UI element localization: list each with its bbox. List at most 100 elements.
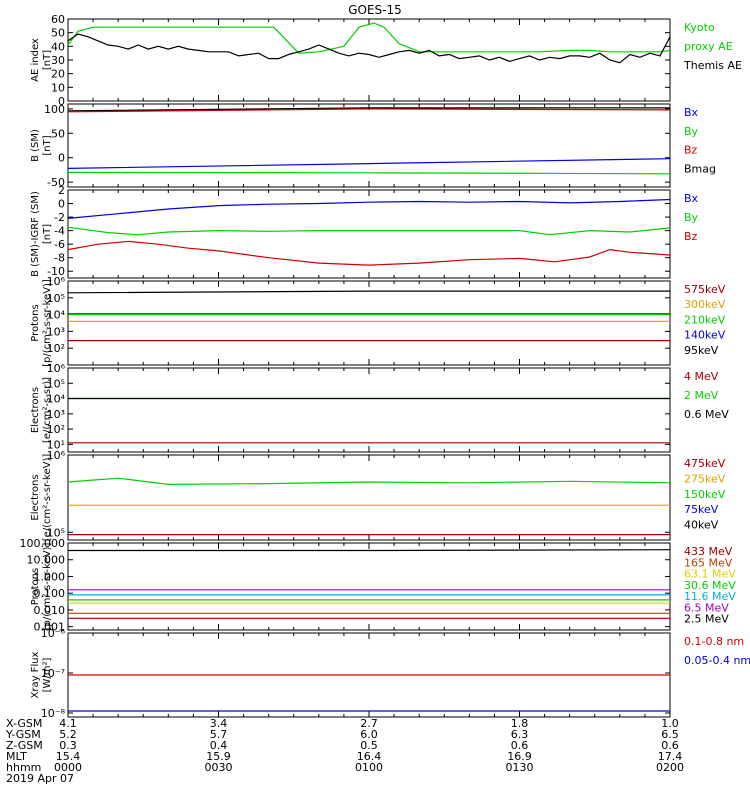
y-tick-label: 10⁶ — [47, 275, 66, 288]
y-tick-label: 10³ — [47, 325, 65, 338]
x-axis-row-label: MLT — [6, 750, 27, 763]
y-tick-label: 10¹ — [47, 438, 65, 451]
legend-entry: Bx — [684, 106, 699, 119]
x-axis-value: 1.0 — [661, 717, 679, 730]
x-axis-value: 16.4 — [357, 750, 382, 763]
legend-entry: 2.5 MeV — [684, 613, 729, 626]
series-line — [67, 107, 670, 112]
y-tick-label: 10⁻⁶ — [41, 627, 66, 640]
x-axis-value: 0130 — [506, 761, 534, 774]
x-axis-value: 0.3 — [59, 739, 77, 752]
series-line — [67, 477, 671, 486]
y-axis-unit: [e/(cm²-s-sr-keV)] — [42, 454, 53, 542]
plot-title: GOES-15 — [348, 3, 402, 17]
y-tick-label: 50 — [51, 127, 65, 140]
y-axis-unit: [e/(cm²-s-sr)] — [42, 377, 53, 443]
x-axis-value: 4.1 — [59, 717, 77, 730]
series-line — [67, 240, 671, 266]
legend-entry: 0.1-0.8 nm — [684, 635, 744, 648]
y-axis-label: Electrons — [30, 474, 41, 520]
y-tick-label: 10⁵ — [47, 292, 65, 305]
x-axis-value: 17.4 — [658, 750, 683, 763]
y-axis-unit: [W/m²] — [42, 657, 53, 692]
legend-entry: 11.6 MeV — [684, 590, 736, 603]
y-axis-unit: [nT] — [42, 135, 53, 155]
y-tick-label: 0 — [58, 198, 65, 211]
y-tick-label: 20 — [51, 68, 65, 81]
legend-entry: 30.6 MeV — [684, 579, 736, 592]
legend-entry: 165 MeV — [684, 556, 733, 569]
x-axis-value: 5.7 — [210, 728, 228, 741]
date-label: 2019 Apr 07 — [6, 772, 74, 785]
y-tick-label: 50 — [51, 27, 65, 40]
legend-entry: Themis AE — [683, 59, 742, 72]
y-tick-label: -4 — [54, 225, 65, 238]
legend-entry: 210keV — [684, 313, 726, 326]
x-axis-value: 15.4 — [56, 750, 81, 763]
legend-entry: By — [684, 125, 699, 138]
x-axis-value: 16.9 — [507, 750, 532, 763]
y-tick-label: -8 — [54, 252, 65, 265]
series-line — [67, 22, 671, 54]
x-axis-value: 15.9 — [206, 750, 231, 763]
y-axis-label: B (SM)-IGRF (SM) — [30, 191, 41, 277]
y-tick-label: 0 — [58, 152, 65, 165]
y-axis-label: Protons — [30, 304, 41, 341]
y-tick-label: -10 — [47, 265, 65, 278]
y-tick-label: 10⁴ — [47, 393, 66, 406]
y-tick-label: 10⁻⁷ — [41, 667, 65, 680]
y-tick-label: 10⁴ — [47, 309, 66, 322]
panel-frame-protons2 — [67, 542, 671, 631]
y-axis-unit: [nT] — [42, 224, 53, 244]
y-tick-label: 60 — [51, 13, 65, 26]
legend-entry: 6.5 MeV — [684, 601, 729, 614]
legend-entry: 300keV — [684, 298, 726, 311]
series-line — [67, 198, 671, 219]
y-tick-label: 0 — [58, 95, 65, 108]
x-axis-value: 0.4 — [210, 739, 228, 752]
y-axis-unit: [nT] — [42, 50, 53, 70]
y-tick-label: 30 — [51, 54, 65, 67]
legend-entry: 63.1 MeV — [684, 568, 736, 581]
y-tick-label: 10 — [51, 81, 65, 94]
series-line — [67, 33, 671, 64]
y-axis-unit: [p/(cm²-s-sr-keV)] — [42, 543, 53, 631]
legend-entry: 0.05-0.4 nm — [684, 654, 750, 667]
x-axis-value: 6.3 — [511, 728, 529, 741]
y-tick-label: -2 — [54, 211, 65, 224]
panel-frame-electrons1 — [67, 367, 671, 453]
y-tick-label: 0.010 — [34, 604, 66, 617]
series-line — [67, 171, 671, 175]
series-line — [68, 549, 671, 552]
x-axis-value: 6.5 — [661, 728, 679, 741]
legend-entry: Kyoto — [684, 21, 715, 34]
y-tick-label: -6 — [54, 238, 65, 251]
series-line — [67, 290, 670, 294]
x-axis-value: 5.2 — [59, 728, 77, 741]
x-axis-row-label: X-GSM — [6, 717, 42, 730]
y-tick-label: 10⁶ — [47, 362, 66, 375]
legend-entry: 75keV — [684, 503, 719, 516]
x-axis-value: 6.0 — [360, 728, 378, 741]
x-axis-row-label: Z-GSM — [6, 739, 43, 752]
y-tick-label: 10³ — [47, 408, 65, 421]
series-line — [67, 108, 671, 113]
y-tick-label: 1.000 — [34, 570, 66, 583]
legend-entry: Bz — [684, 230, 698, 243]
x-axis-value: 2.7 — [360, 717, 378, 730]
legend-entry: proxy AE — [684, 40, 733, 53]
y-tick-label: 10⁵ — [47, 377, 65, 390]
y-tick-label: -50 — [47, 176, 65, 189]
panel-frame-protons1 — [67, 280, 671, 366]
y-tick-label: 10⁵ — [47, 526, 65, 539]
y-axis-label: Electrons — [30, 387, 41, 433]
x-axis-value: 0200 — [656, 761, 684, 774]
legend-entry: 433 MeV — [684, 545, 733, 558]
legend-entry: 140keV — [684, 329, 726, 342]
panel-frame-electrons2 — [67, 454, 671, 541]
legend-entry: 475keV — [684, 457, 726, 470]
legend-entry: By — [684, 211, 699, 224]
y-tick-label: 10² — [47, 423, 65, 436]
x-axis-row-label: hhmm — [6, 761, 41, 774]
